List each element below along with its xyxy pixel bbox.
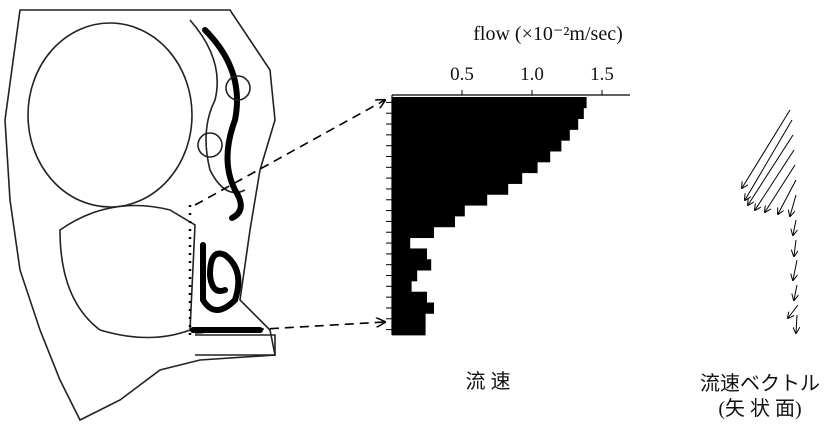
bar (392, 119, 578, 130)
bar (392, 238, 410, 249)
chart-title: flow (×10⁻²m/sec) (473, 23, 622, 45)
vector-label: 流速ベクトル (700, 372, 820, 395)
bar (392, 108, 584, 119)
bar (392, 173, 522, 184)
vector-label: (矢 状 面) (718, 397, 801, 420)
bar (392, 162, 538, 173)
bar (392, 324, 426, 335)
bar (392, 292, 427, 303)
bar (392, 303, 434, 314)
velocity-vectors (742, 110, 798, 333)
x-tick-label: 1.5 (590, 64, 614, 85)
bar (392, 313, 426, 324)
chart-caption: 流 速 (466, 370, 511, 393)
x-tick-label: 1.0 (520, 64, 544, 85)
bar (392, 129, 570, 140)
anatomy-drawing (5, 10, 385, 420)
bar (392, 270, 417, 281)
x-tick-label: 0.5 (450, 64, 474, 85)
bar (392, 151, 550, 162)
bar (392, 281, 412, 292)
bar (392, 184, 508, 195)
bar (392, 140, 561, 151)
bar (392, 97, 587, 108)
figure: flow (×10⁻²m/sec) 流 速 流速ベクトル (矢 状 面) 0.5… (0, 0, 840, 428)
bar (392, 194, 487, 205)
bar (392, 205, 465, 216)
bar (392, 248, 427, 259)
bar (392, 259, 431, 270)
bar (392, 227, 434, 238)
bar (392, 216, 455, 227)
